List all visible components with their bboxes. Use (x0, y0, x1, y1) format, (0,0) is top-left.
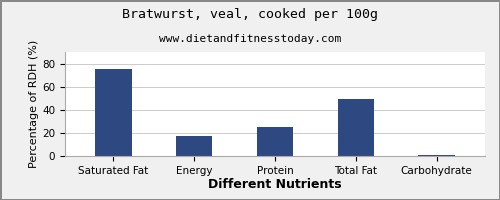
Bar (418, 155, 454, 156)
Text: www.dietandfitnesstoday.com: www.dietandfitnesstoday.com (159, 34, 341, 44)
Y-axis label: Percentage of RDH (%): Percentage of RDH (%) (30, 40, 40, 168)
Bar (176, 136, 212, 156)
X-axis label: Different Nutrients: Different Nutrients (208, 178, 342, 192)
Bar (96, 69, 132, 156)
Bar (257, 127, 293, 156)
Bar (338, 99, 374, 156)
Text: Bratwurst, veal, cooked per 100g: Bratwurst, veal, cooked per 100g (122, 8, 378, 21)
